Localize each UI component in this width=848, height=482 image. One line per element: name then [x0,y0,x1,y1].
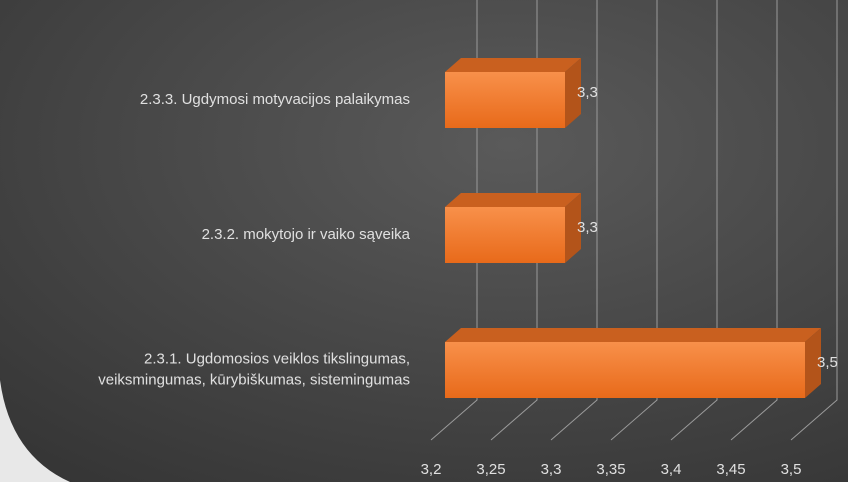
bar-side [565,58,581,128]
grid-line [730,0,778,441]
bar-top [445,328,821,342]
bar [445,72,565,128]
x-tick-label: 3,25 [476,461,505,478]
bar-side [805,328,821,398]
category-label: veiksmingumas, kūrybiškumas, sistemingum… [98,371,410,388]
bar-top [445,193,581,207]
grid-line [670,0,718,441]
plot: 3,2 3,25 3,3 3,35 3,4 3,45 3,5 3,3 2.3.3. Ugdymo… [98,0,838,478]
grid-line [490,0,538,441]
bar-side [565,193,581,263]
grid-line [610,0,658,441]
x-tick-label: 3,4 [661,461,682,478]
bar [445,342,805,398]
page-corner [0,380,70,482]
data-label: 3,3 [577,84,598,101]
grid-line [430,0,478,441]
category-label: 2.3.2. mokytojo ir vaiko sąveika [202,226,411,243]
grid-line [550,0,598,441]
data-label: 3,5 [817,354,838,371]
bar [445,207,565,263]
category-label: 2.3.3. Ugdymosi motyvacijos palaikymas [140,91,410,108]
x-tick-label: 3,5 [781,461,802,478]
x-tick-label: 3,45 [716,461,745,478]
bar-top [445,58,581,72]
category-label: 2.3.1. Ugdomosios veiklos tikslingumas, [144,350,410,367]
grid-line [790,0,838,441]
x-tick-label: 3,35 [596,461,625,478]
x-tick-label: 3,3 [541,461,562,478]
data-label: 3,3 [577,219,598,236]
x-tick-label: 3,2 [421,461,442,478]
